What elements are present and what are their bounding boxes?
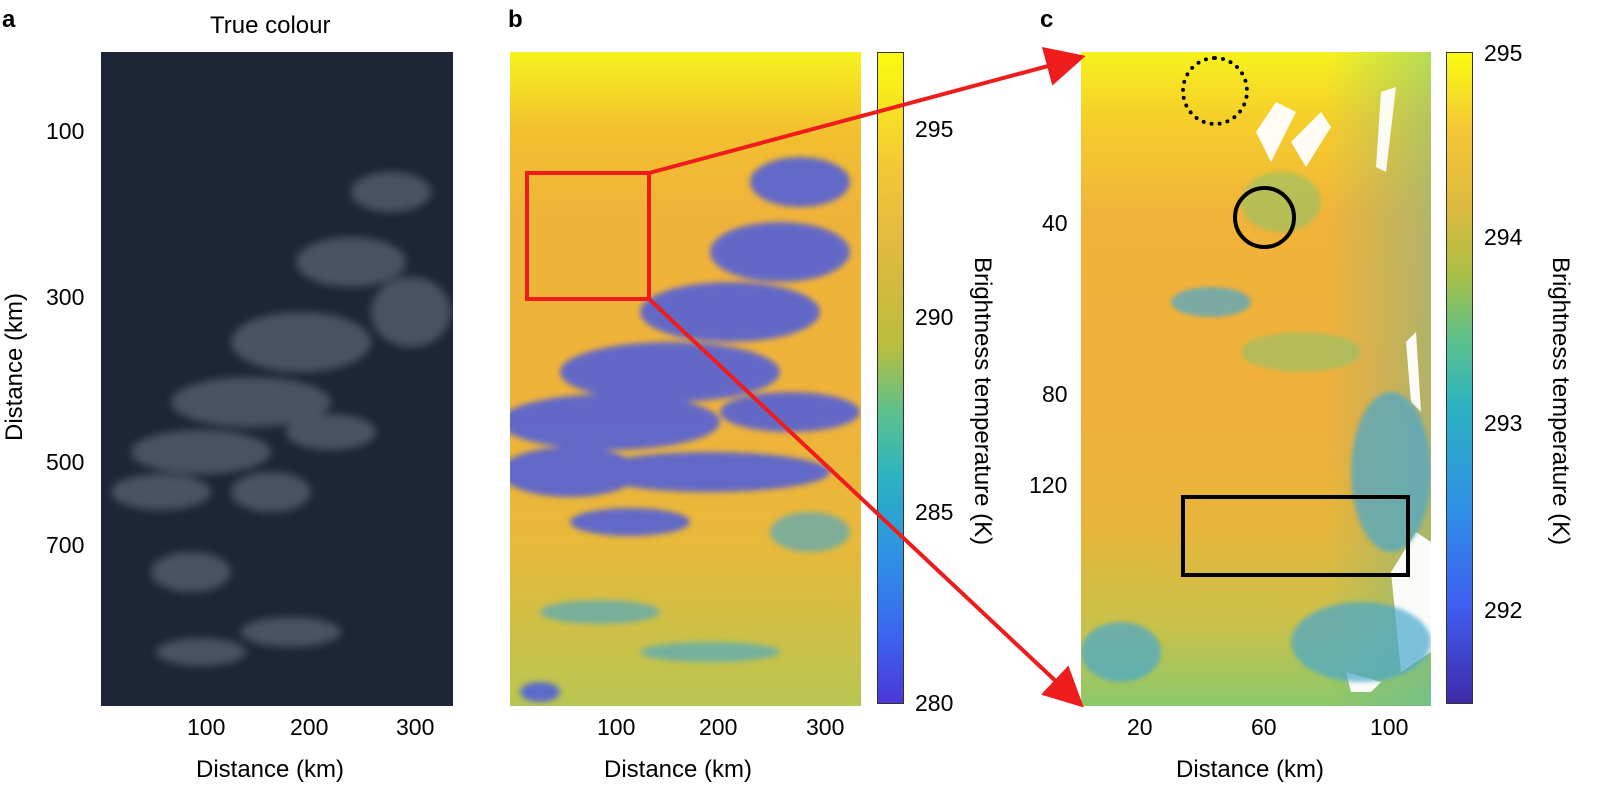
panel-c-xlabel: Distance (km) (1176, 756, 1325, 783)
panel-a-xtick: 100 (187, 714, 226, 740)
panel-a-ytick: 700 (46, 532, 85, 558)
panel-c-ytick: 80 (1042, 381, 1068, 407)
panel-a-letter: a (2, 6, 16, 33)
panel-c-zoomed-image (1081, 52, 1431, 706)
panel-b-xtick: 100 (597, 714, 636, 740)
panel-c-ytick: 120 (1029, 472, 1068, 498)
panel-c-xtick: 100 (1370, 714, 1409, 740)
panel-c-cbar-tick: 294 (1484, 224, 1523, 250)
panel-b-cbar-tick: 280 (915, 690, 954, 716)
panel-a-ylabel: Distance (km) (1, 292, 28, 442)
panel-b-cbar-label: Brightness temperature (K) (969, 257, 996, 546)
panel-b-brightness-image (510, 52, 861, 706)
panel-c-cbar-tick: 292 (1484, 597, 1523, 623)
panel-a-xtick: 300 (396, 714, 435, 740)
panel-b-xtick: 200 (699, 714, 738, 740)
panel-a-ytick: 100 (46, 118, 85, 144)
panel-b-colorbar (877, 52, 904, 704)
cold-cloud-field (510, 157, 860, 702)
panel-a-true-colour-image (101, 52, 453, 706)
panel-a-ytick: 500 (46, 449, 85, 475)
solid-circle-marker (1233, 186, 1296, 249)
panel-c-cbar-tick: 295 (1484, 40, 1523, 66)
panel-a-xtick: 200 (290, 714, 329, 740)
panel-a-xlabel: Distance (km) (196, 756, 345, 783)
panel-c-xtick: 20 (1127, 714, 1153, 740)
cloud-pixels (1081, 87, 1431, 692)
solid-rectangle-marker (1181, 495, 1410, 577)
panel-c-ytick: 40 (1042, 210, 1068, 236)
panel-c-cbar-tick: 293 (1484, 410, 1523, 436)
cloud-texture (111, 172, 451, 666)
panel-b-cbar-tick: 290 (915, 304, 954, 330)
panel-b-xtick: 300 (806, 714, 845, 740)
panel-b-xlabel: Distance (km) (604, 756, 753, 783)
panel-c-colorbar (1446, 52, 1473, 704)
panel-c-xtick: 60 (1251, 714, 1277, 740)
panel-b-cbar-tick: 295 (915, 116, 954, 142)
panel-a-title: True colour (210, 12, 331, 39)
panel-b-cbar-tick: 285 (915, 499, 954, 525)
panel-c-letter: c (1040, 6, 1054, 33)
panel-c-cbar-label: Brightness temperature (K) (1547, 257, 1574, 546)
panel-a-ytick: 300 (46, 284, 85, 310)
dotted-circle-marker (1181, 56, 1249, 126)
panel-b-letter: b (508, 6, 523, 33)
